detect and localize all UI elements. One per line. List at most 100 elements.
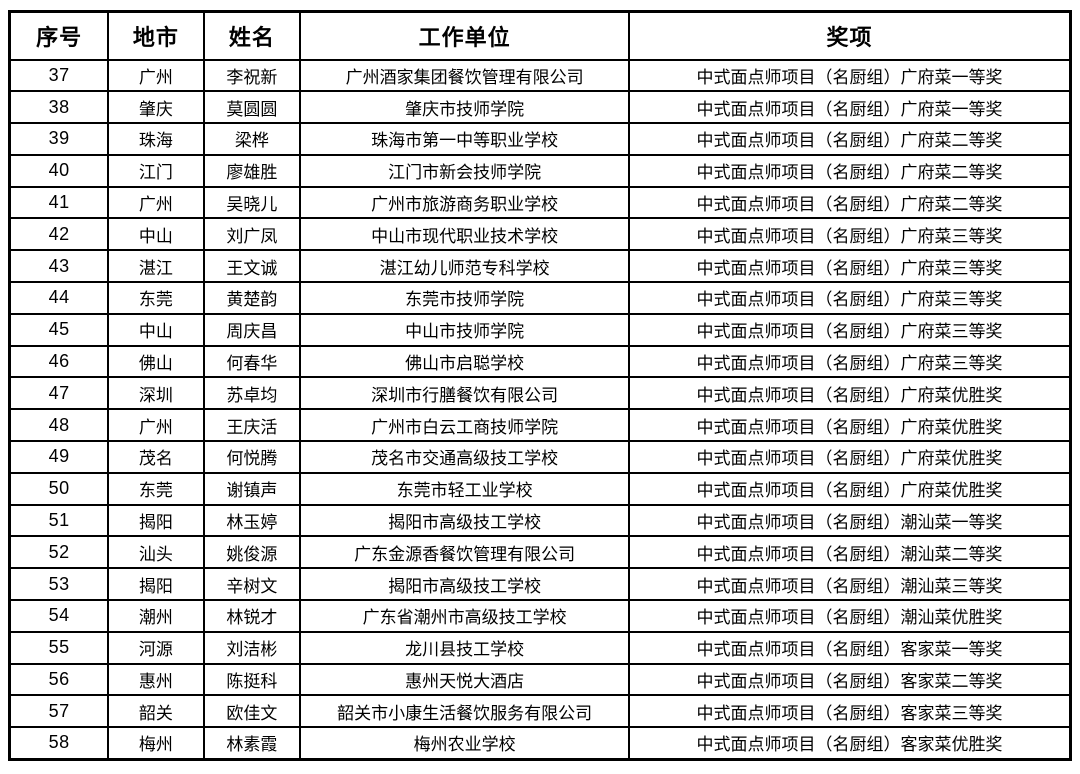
cell-organization: 中山市技师学院	[299, 312, 631, 347]
cell-name: 王文诚	[202, 249, 302, 284]
cell-name: 梁桦	[202, 122, 302, 156]
cell-award: 中式面点师项目（名厨组）客家菜一等奖	[628, 630, 1072, 665]
cell-name: 苏卓均	[202, 376, 302, 411]
cell-city: 中山	[107, 217, 205, 252]
cell-index: 48	[8, 408, 110, 443]
cell-index: 50	[8, 471, 110, 506]
column-header-name: 姓名	[202, 10, 302, 61]
cell-city: 梅州	[107, 726, 205, 761]
cell-index: 37	[8, 58, 110, 93]
table-row: 50 东莞 谢镇声 东莞市轻工业学校 中式面点师项目（名厨组）广府菜优胜奖	[8, 471, 1072, 506]
cell-award: 中式面点师项目（名厨组）客家菜优胜奖	[628, 726, 1072, 761]
cell-name: 李祝新	[202, 58, 302, 93]
cell-index: 44	[8, 281, 110, 315]
cell-organization: 梅州农业学校	[299, 726, 631, 761]
cell-city: 佛山	[107, 344, 205, 379]
cell-award: 中式面点师项目（名厨组）潮汕菜优胜奖	[628, 599, 1072, 633]
cell-organization: 揭阳市高级技工学校	[299, 503, 631, 538]
cell-index: 55	[8, 630, 110, 665]
cell-name: 陈挺科	[202, 662, 302, 697]
cell-organization: 茂名市交通高级技工学校	[299, 440, 631, 474]
cell-city: 东莞	[107, 281, 205, 315]
cell-name: 林锐才	[202, 599, 302, 633]
cell-index: 54	[8, 599, 110, 633]
cell-name: 谢镇声	[202, 471, 302, 506]
cell-city: 揭阳	[107, 567, 205, 602]
cell-organization: 佛山市启聪学校	[299, 344, 631, 379]
cell-city: 湛江	[107, 249, 205, 284]
table-row: 45 中山 周庆昌 中山市技师学院 中式面点师项目（名厨组）广府菜三等奖	[8, 312, 1072, 347]
cell-index: 47	[8, 376, 110, 411]
cell-award: 中式面点师项目（名厨组）客家菜二等奖	[628, 662, 1072, 697]
cell-name: 辛树文	[202, 567, 302, 602]
table-row: 43 湛江 王文诚 湛江幼儿师范专科学校 中式面点师项目（名厨组）广府菜三等奖	[8, 249, 1072, 284]
cell-award: 中式面点师项目（名厨组）广府菜三等奖	[628, 281, 1072, 315]
cell-organization: 湛江幼儿师范专科学校	[299, 249, 631, 284]
cell-index: 42	[8, 217, 110, 252]
table-row: 38 肇庆 莫圆圆 肇庆市技师学院 中式面点师项目（名厨组）广府菜一等奖	[8, 90, 1072, 125]
cell-index: 46	[8, 344, 110, 379]
cell-city: 广州	[107, 408, 205, 443]
cell-city: 韶关	[107, 694, 205, 729]
cell-organization: 珠海市第一中等职业学校	[299, 122, 631, 156]
cell-index: 41	[8, 185, 110, 220]
table-row: 51 揭阳 林玉婷 揭阳市高级技工学校 中式面点师项目（名厨组）潮汕菜一等奖	[8, 503, 1072, 538]
column-header-organization: 工作单位	[299, 10, 631, 61]
column-header-index: 序号	[8, 10, 110, 61]
cell-award: 中式面点师项目（名厨组）潮汕菜一等奖	[628, 503, 1072, 538]
cell-organization: 东莞市技师学院	[299, 281, 631, 315]
table-row: 52 汕头 姚俊源 广东金源香餐饮管理有限公司 中式面点师项目（名厨组）潮汕菜二等奖	[8, 535, 1072, 570]
cell-name: 刘洁彬	[202, 630, 302, 665]
table-row: 48 广州 王庆活 广州市白云工商技师学院 中式面点师项目（名厨组）广府菜优胜奖	[8, 408, 1072, 443]
cell-award: 中式面点师项目（名厨组）广府菜一等奖	[628, 58, 1072, 93]
cell-name: 刘广凤	[202, 217, 302, 252]
cell-organization: 肇庆市技师学院	[299, 90, 631, 125]
cell-organization: 东莞市轻工业学校	[299, 471, 631, 506]
cell-city: 河源	[107, 630, 205, 665]
cell-index: 38	[8, 90, 110, 125]
cell-name: 林玉婷	[202, 503, 302, 538]
cell-city: 珠海	[107, 122, 205, 156]
cell-city: 揭阳	[107, 503, 205, 538]
cell-award: 中式面点师项目（名厨组）广府菜三等奖	[628, 217, 1072, 252]
cell-organization: 韶关市小康生活餐饮服务有限公司	[299, 694, 631, 729]
cell-index: 57	[8, 694, 110, 729]
cell-city: 广州	[107, 58, 205, 93]
cell-name: 黄楚韵	[202, 281, 302, 315]
table-row: 40 江门 廖雄胜 江门市新会技师学院 中式面点师项目（名厨组）广府菜二等奖	[8, 153, 1072, 188]
header-row: 序号 地市 姓名 工作单位 奖项	[8, 10, 1072, 61]
table-row: 41 广州 吴晓儿 广州市旅游商务职业学校 中式面点师项目（名厨组）广府菜二等奖	[8, 185, 1072, 220]
cell-index: 39	[8, 122, 110, 156]
cell-organization: 龙川县技工学校	[299, 630, 631, 665]
table-row: 39 珠海 梁桦 珠海市第一中等职业学校 中式面点师项目（名厨组）广府菜二等奖	[8, 122, 1072, 156]
table-body: 37 广州 李祝新 广州酒家集团餐饮管理有限公司 中式面点师项目（名厨组）广府菜一等奖 3…	[8, 58, 1072, 761]
column-header-award: 奖项	[628, 10, 1072, 61]
cell-index: 58	[8, 726, 110, 761]
table-row: 44 东莞 黄楚韵 东莞市技师学院 中式面点师项目（名厨组）广府菜三等奖	[8, 281, 1072, 315]
table-row: 37 广州 李祝新 广州酒家集团餐饮管理有限公司 中式面点师项目（名厨组）广府菜一等奖	[8, 58, 1072, 93]
cell-name: 周庆昌	[202, 312, 302, 347]
cell-award: 中式面点师项目（名厨组）广府菜二等奖	[628, 122, 1072, 156]
cell-name: 欧佳文	[202, 694, 302, 729]
cell-award: 中式面点师项目（名厨组）广府菜二等奖	[628, 153, 1072, 188]
cell-organization: 江门市新会技师学院	[299, 153, 631, 188]
table-row: 54 潮州 林锐才 广东省潮州市高级技工学校 中式面点师项目（名厨组）潮汕菜优胜奖	[8, 599, 1072, 633]
cell-index: 52	[8, 535, 110, 570]
table-row: 55 河源 刘洁彬 龙川县技工学校 中式面点师项目（名厨组）客家菜一等奖	[8, 630, 1072, 665]
cell-organization: 广州酒家集团餐饮管理有限公司	[299, 58, 631, 93]
cell-award: 中式面点师项目（名厨组）客家菜三等奖	[628, 694, 1072, 729]
cell-organization: 揭阳市高级技工学校	[299, 567, 631, 602]
cell-name: 王庆活	[202, 408, 302, 443]
cell-organization: 广州市白云工商技师学院	[299, 408, 631, 443]
cell-city: 深圳	[107, 376, 205, 411]
cell-city: 惠州	[107, 662, 205, 697]
awards-table: 序号 地市 姓名 工作单位 奖项 37 广州 李祝新 广州酒家集团餐饮管理有限公司 中式…	[8, 10, 1072, 761]
column-header-city: 地市	[107, 10, 205, 61]
table-row: 53 揭阳 辛树文 揭阳市高级技工学校 中式面点师项目（名厨组）潮汕菜三等奖	[8, 567, 1072, 602]
cell-city: 肇庆	[107, 90, 205, 125]
cell-organization: 惠州天悦大酒店	[299, 662, 631, 697]
cell-name: 姚俊源	[202, 535, 302, 570]
cell-city: 汕头	[107, 535, 205, 570]
cell-award: 中式面点师项目（名厨组）广府菜优胜奖	[628, 440, 1072, 474]
